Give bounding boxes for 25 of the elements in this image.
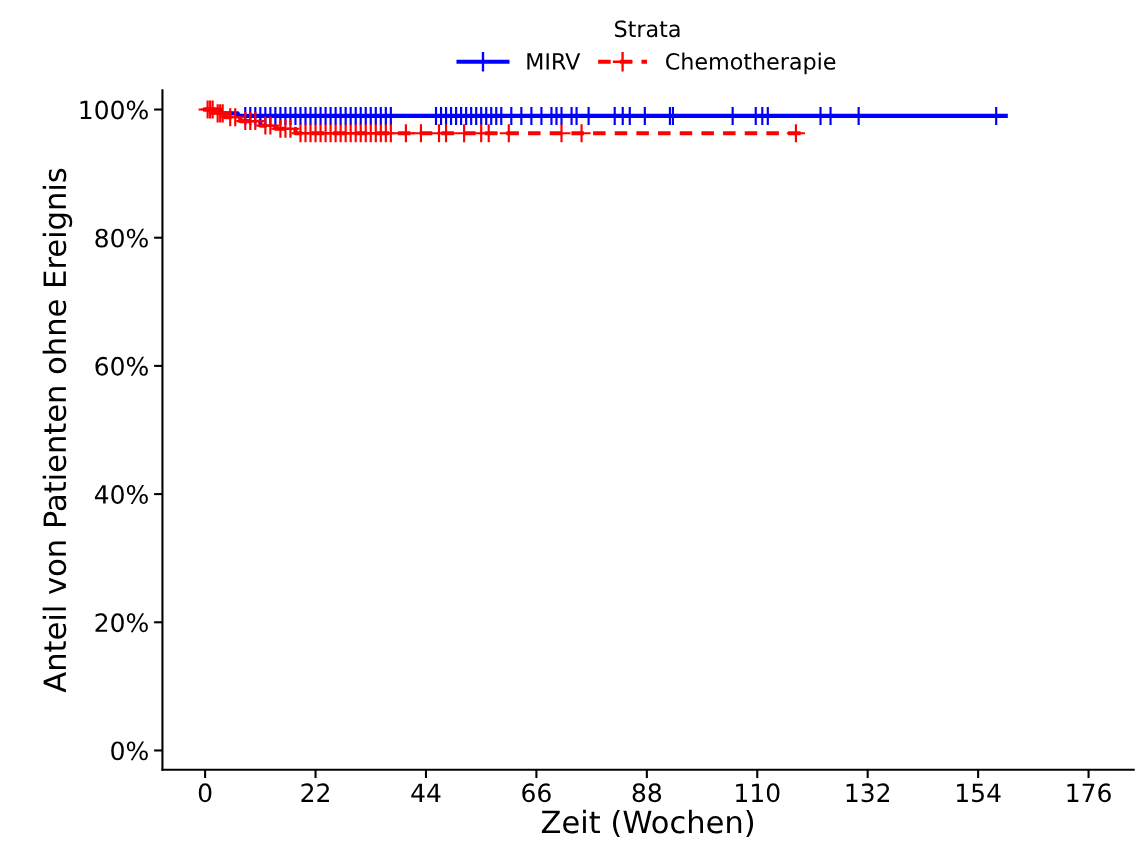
y-tick-label: 60%	[95, 356, 148, 376]
x-tick-label: 88	[632, 783, 662, 803]
point	[261, 116, 280, 135]
x-tick-label: 44	[411, 783, 441, 802]
x-tick-label: 154	[957, 783, 1001, 803]
y-tick-label: 80%	[95, 228, 148, 248]
point	[479, 124, 498, 143]
y-tick-label: 0%	[111, 741, 148, 761]
x-tick-label: 110	[736, 783, 780, 803]
y-tick-label: 20%	[95, 613, 148, 633]
x-tick-label: 132	[846, 783, 890, 803]
y-tick-label: 100%	[80, 100, 148, 120]
legend-label: Chemotherapie	[666, 52, 836, 75]
x-tick-label: 22	[301, 783, 329, 802]
x-axis-title: Zeit (Wochen)	[541, 809, 754, 838]
legend-title: Strata	[615, 20, 680, 38]
x-tick-label: 66	[522, 783, 551, 803]
point	[246, 112, 265, 131]
point	[786, 124, 805, 143]
x-tick-label: 176	[1067, 783, 1111, 803]
legend-label: MIRV	[527, 53, 581, 70]
y-axis-title: Anteil von Patienten ohne Ereignis	[42, 168, 73, 693]
y-tick-label: 40%	[94, 485, 148, 504]
x-tick-label: 0	[198, 783, 212, 803]
point	[437, 124, 456, 143]
